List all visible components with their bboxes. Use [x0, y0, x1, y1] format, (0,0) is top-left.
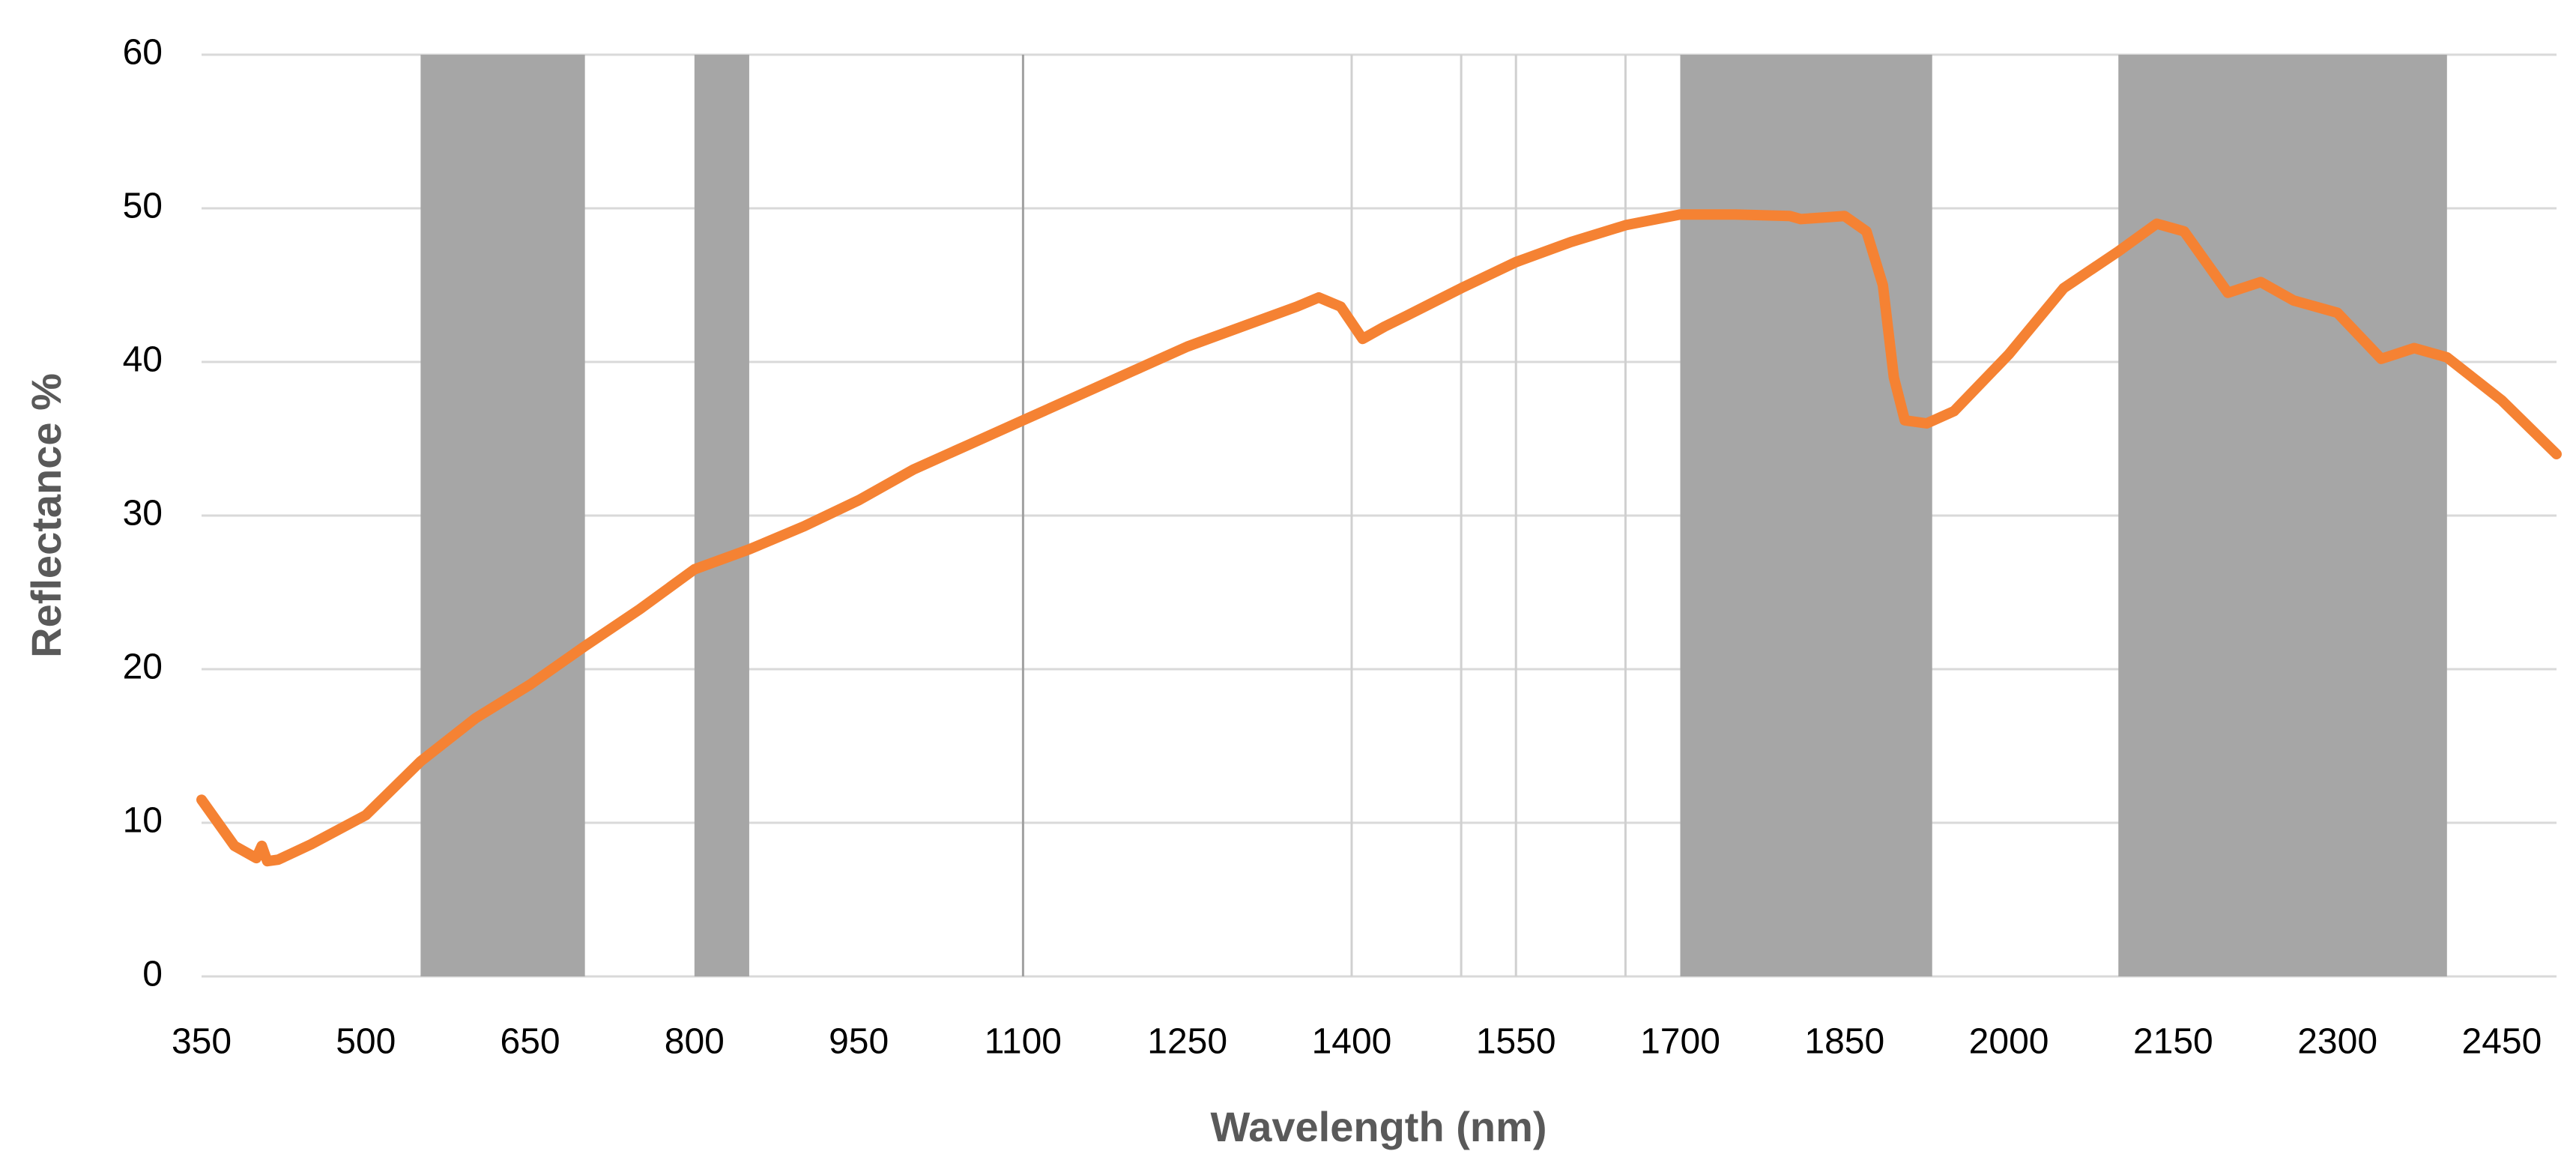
- x-tick-label: 1700: [1640, 1022, 1720, 1062]
- y-tick-label: 20: [123, 647, 163, 687]
- x-tick-label: 500: [336, 1022, 396, 1062]
- shaded-band: [420, 55, 585, 976]
- x-tick-label: 1100: [985, 1022, 1062, 1062]
- x-tick-label: 1550: [1476, 1022, 1556, 1062]
- shaded-band: [1680, 55, 1932, 976]
- x-tick-label: 2450: [2462, 1022, 2542, 1062]
- y-tick-label: 40: [123, 340, 163, 380]
- y-tick-label: 0: [142, 955, 163, 994]
- x-tick-label: 350: [172, 1022, 232, 1062]
- x-axis-title: Wavelength (nm): [1210, 1103, 1546, 1150]
- x-tick-label: 2000: [1969, 1022, 2049, 1062]
- x-tick-label: 1850: [1804, 1022, 1884, 1062]
- y-tick-label: 50: [123, 187, 163, 226]
- shaded-band: [2118, 55, 2447, 976]
- shaded-band: [694, 55, 749, 976]
- y-axis-title: Reflectance %: [22, 373, 70, 658]
- y-tick-label: 10: [123, 801, 163, 841]
- x-tick-label: 1250: [1147, 1022, 1227, 1062]
- x-tick-label: 950: [829, 1022, 889, 1062]
- x-tick-label: 1400: [1312, 1022, 1392, 1062]
- y-tick-label: 30: [123, 494, 163, 534]
- data-line: [196, 209, 2562, 867]
- x-tick-label: 800: [665, 1022, 725, 1062]
- x-tick-label: 650: [501, 1022, 560, 1062]
- x-tick-label: 2300: [2297, 1022, 2377, 1062]
- x-tick-label: 2150: [2133, 1022, 2213, 1062]
- y-tick-label: 60: [123, 33, 163, 73]
